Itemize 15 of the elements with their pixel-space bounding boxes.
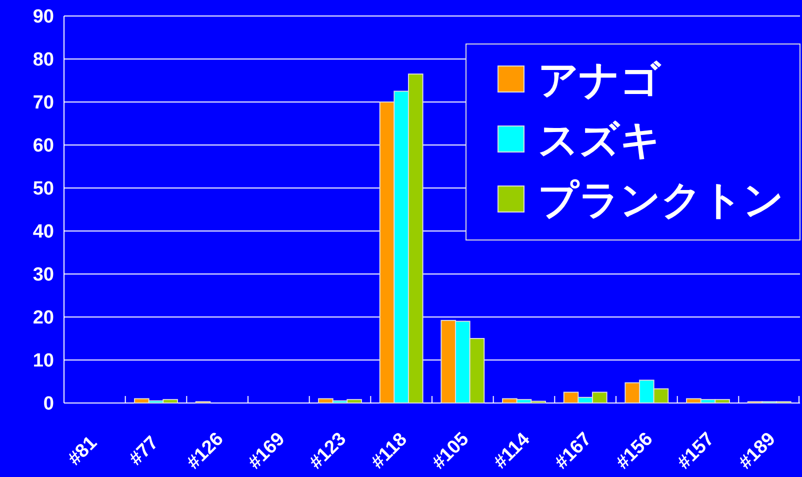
y-tick-label: 90 <box>32 6 54 28</box>
y-tick-label: 60 <box>32 136 54 157</box>
legend-label: スズキ <box>538 117 661 164</box>
legend-label: アナゴ <box>538 57 662 104</box>
y-tick-label: 10 <box>32 350 54 372</box>
legend-label: プランクトン <box>538 177 784 224</box>
y-tick-label: 20 <box>32 308 54 329</box>
y-tick-label: 30 <box>32 264 54 286</box>
x-tick-label: #77 <box>125 432 163 470</box>
x-tick-label: #81 <box>64 432 102 470</box>
y-tick-label: 0 <box>43 394 54 415</box>
y-tick-label: 50 <box>32 178 54 200</box>
y-tick-label: 80 <box>32 50 54 71</box>
y-tick-label: 40 <box>32 222 54 243</box>
y-tick-label: 70 <box>32 92 54 114</box>
